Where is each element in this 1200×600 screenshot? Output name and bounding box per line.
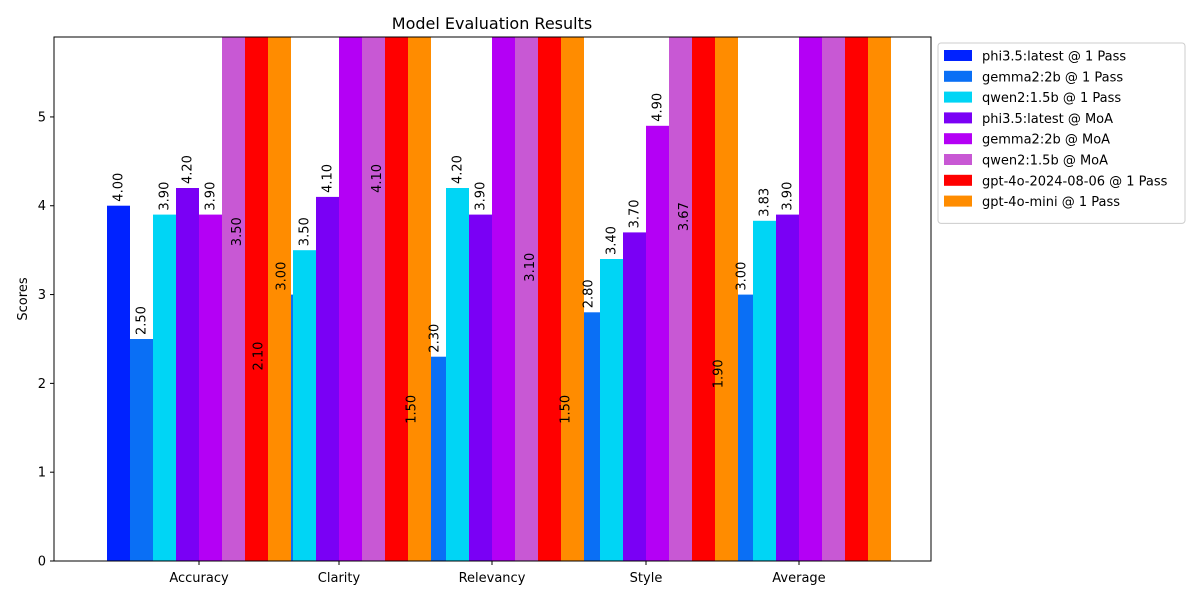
data-label-0-1: 2.50	[135, 306, 150, 335]
data-label-2-2: 4.20	[451, 155, 466, 184]
bar-3-6	[692, 37, 715, 561]
x-tick-label-3: Style	[630, 571, 663, 586]
x-tick-label-0: Accuracy	[169, 571, 229, 586]
bar-1-6	[385, 37, 408, 561]
data-label-3-1: 2.80	[582, 279, 597, 308]
bar-0-0	[107, 205, 130, 561]
data-label-4-3: 3.90	[781, 182, 796, 211]
data-label-3-0: 1.50	[559, 395, 574, 424]
legend-swatch-5	[944, 154, 972, 165]
legend-swatch-0	[944, 50, 972, 61]
bar-0-7	[268, 37, 291, 561]
bar-1-5	[362, 37, 385, 561]
data-label-2-1: 2.30	[428, 324, 443, 353]
bar-3-2	[600, 259, 623, 561]
legend-swatch-2	[944, 91, 972, 103]
overlay-label-3: 3.67	[677, 202, 692, 231]
bar-1-4	[339, 37, 362, 561]
data-label-3-4: 4.90	[651, 93, 666, 122]
bar-3-7	[715, 37, 738, 561]
legend-label-0: phi3.5:latest @ 1 Pass	[982, 50, 1126, 65]
x-tick-label-1: Clarity	[318, 571, 361, 586]
bar-0-6	[245, 37, 268, 561]
bar-3-5	[669, 37, 692, 561]
data-label-4-2: 3.83	[758, 188, 773, 217]
overlay-label-1: 4.10	[370, 164, 385, 193]
bar-1-7	[408, 37, 431, 561]
legend-label-1: gemma2:2b @ 1 Pass	[982, 70, 1123, 85]
y-tick-label-4: 4	[38, 199, 46, 214]
x-tick-label-2: Relevancy	[459, 571, 526, 586]
data-label-3-3: 3.70	[628, 199, 643, 228]
bar-3-4	[646, 125, 669, 562]
data-label-2-0: 1.50	[405, 395, 420, 424]
bar-4-2	[753, 220, 776, 562]
legend-swatch-4	[944, 133, 972, 145]
legend-swatch-7	[944, 195, 972, 207]
data-label-1-1: 3.00	[275, 262, 290, 291]
data-label-1-0: 2.10	[252, 342, 267, 371]
y-axis-title: Scores	[16, 277, 31, 320]
bar-3-3	[623, 232, 646, 561]
data-labels-layer: 4.00 2.10 1.50 1.50 1.90 2.50 3.00 2.30 2.80 3.00…	[112, 93, 796, 424]
bar-2-7	[561, 37, 584, 561]
bar-2-6	[538, 37, 561, 561]
legend: phi3.5:latest @ 1 Pass gemma2:2b @ 1 Pass…	[937, 42, 1186, 224]
bar-4-6	[845, 37, 868, 561]
legend-label-2: qwen2:1.5b @ 1 Pass	[982, 91, 1121, 106]
bar-1-3	[316, 196, 339, 561]
bar-0-1	[130, 339, 153, 561]
data-label-4-1: 3.00	[735, 262, 750, 291]
data-label-0-0: 4.00	[112, 173, 127, 202]
legend-label-5: qwen2:1.5b @ MoA	[982, 154, 1108, 169]
bar-0-3	[176, 188, 199, 561]
legend-label-3: phi3.5:latest @ MoA	[982, 112, 1113, 127]
bar-0-5	[222, 37, 245, 561]
bar-0-4	[199, 214, 222, 561]
data-label-4-0: 1.90	[712, 359, 727, 388]
data-label-1-2: 3.50	[298, 217, 313, 246]
legend-label-7: gpt-4o-mini @ 1 Pass	[982, 195, 1120, 210]
legend-swatch-6	[944, 174, 972, 186]
data-label-0-4: 3.90	[204, 182, 219, 211]
data-label-2-3: 3.90	[474, 182, 489, 211]
legend-label-4: gemma2:2b @ MoA	[982, 133, 1110, 148]
y-tick-label-5: 5	[38, 110, 46, 125]
data-label-3-2: 3.40	[605, 226, 620, 255]
y-tick-label-1: 1	[38, 466, 46, 481]
bar-4-3	[776, 214, 799, 561]
y-tick-label-3: 3	[38, 288, 46, 303]
bar-1-2	[293, 250, 316, 561]
bar-2-2	[446, 188, 469, 561]
legend-swatch-1	[944, 70, 972, 82]
y-tick-label-2: 2	[38, 377, 46, 392]
bar-4-5	[822, 37, 845, 561]
bar-4-4	[799, 37, 822, 561]
legend-frame	[937, 42, 1186, 224]
axes-layer: 0 1 2 3 4 5 Accuracy Clarity Relevancy Style Avera…	[38, 110, 826, 586]
legend-label-6: gpt-4o-2024-08-06 @ 1 Pass	[982, 174, 1168, 189]
bar-2-5	[515, 37, 538, 561]
bar-2-4	[492, 37, 515, 561]
bar-4-7	[868, 37, 891, 561]
data-label-1-3: 4.10	[321, 164, 336, 193]
y-tick-label-0: 0	[38, 555, 46, 570]
overlay-label-2: 3.10	[523, 253, 538, 282]
legend-swatch-3	[944, 112, 972, 124]
data-label-0-2: 3.90	[158, 182, 173, 211]
bars-layer	[107, 37, 891, 562]
bar-0-2	[153, 214, 176, 561]
x-tick-label-4: Average	[772, 571, 825, 586]
chart-title: Model Evaluation Results	[392, 14, 592, 33]
overlay-label-0: 3.50	[230, 217, 245, 246]
bar-2-3	[469, 214, 492, 561]
data-label-0-3: 4.20	[181, 155, 196, 184]
